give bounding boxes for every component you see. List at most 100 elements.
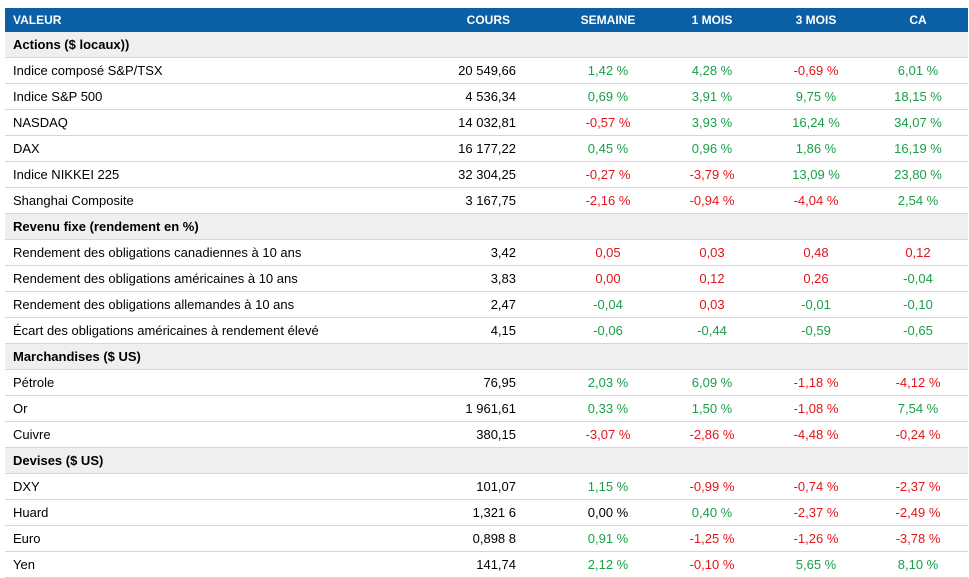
cell-value: -3,79 % xyxy=(660,161,764,188)
cell-value: -0,59 xyxy=(764,317,868,344)
cell-value: 3 167,75 xyxy=(405,187,556,214)
data-row: Indice S&P 500 4 536,34 0,69 % 3,91 % 9,75 %… xyxy=(5,83,968,110)
cell-value: 0,45 % xyxy=(556,135,660,162)
row-label: DAX xyxy=(5,135,405,162)
row-label: Yen xyxy=(5,551,405,578)
cell-value: 1 961,61 xyxy=(405,395,556,422)
cell-value: 1,86 % xyxy=(764,135,868,162)
row-label: Rendement des obligations allemandes à 1… xyxy=(5,291,405,318)
row-label: Indice NIKKEI 225 xyxy=(5,161,405,188)
cell-value: 16,19 % xyxy=(868,135,968,162)
cell-value: 0,26 xyxy=(764,265,868,292)
row-label: Cuivre xyxy=(5,421,405,448)
cell-value: -0,06 xyxy=(556,317,660,344)
cell-value: 3,42 xyxy=(405,239,556,266)
cell-value: -3,07 % xyxy=(556,421,660,448)
cell-value: 3,83 xyxy=(405,265,556,292)
column-header: COURS xyxy=(405,8,556,32)
cell-value: -0,04 xyxy=(556,291,660,318)
data-row: Huard 1,321 6 0,00 % 0,40 % -2,37 % -2,49 % xyxy=(5,499,968,526)
cell-value: 34,07 % xyxy=(868,109,968,136)
data-row: DAX 16 177,22 0,45 % 0,96 % 1,86 % 16,19 % xyxy=(5,135,968,162)
cell-value: -1,25 % xyxy=(660,525,764,552)
row-label: Rendement des obligations canadiennes à … xyxy=(5,239,405,266)
cell-value: -2,49 % xyxy=(868,499,968,526)
cell-value: 141,74 xyxy=(405,551,556,578)
section-row: Devises ($ US) xyxy=(5,447,968,474)
column-header: 1 MOIS xyxy=(660,8,764,32)
cell-value: -0,99 % xyxy=(660,473,764,500)
cell-value: 2,54 % xyxy=(868,187,968,214)
cell-value: -1,18 % xyxy=(764,369,868,396)
cell-value: -1,08 % xyxy=(764,395,868,422)
row-label: Euro xyxy=(5,525,405,552)
cell-value: 0,91 % xyxy=(556,525,660,552)
row-label: DXY xyxy=(5,473,405,500)
cell-value: 8,10 % xyxy=(868,551,968,578)
cell-value: -4,04 % xyxy=(764,187,868,214)
cell-value: 6,09 % xyxy=(660,369,764,396)
cell-value: -2,86 % xyxy=(660,421,764,448)
row-label: Rendement des obligations américaines à … xyxy=(5,265,405,292)
data-row: Or 1 961,61 0,33 % 1,50 % -1,08 % 7,54 % xyxy=(5,395,968,422)
cell-value: 0,40 % xyxy=(660,499,764,526)
cell-value: 2,12 % xyxy=(556,551,660,578)
table-body: Actions ($ locaux)) Indice composé S&P/TS… xyxy=(5,32,968,578)
section-title: Revenu fixe (rendement en %) xyxy=(5,213,968,240)
cell-value: 7,54 % xyxy=(868,395,968,422)
cell-value: -0,65 xyxy=(868,317,968,344)
market-table: VALEUR COURS SEMAINE 1 MOIS 3 MOIS CA Actions… xyxy=(5,8,968,578)
data-row: Rendement des obligations canadiennes à … xyxy=(5,239,968,266)
cell-value: -2,37 % xyxy=(868,473,968,500)
section-row: Actions ($ locaux)) xyxy=(5,32,968,58)
cell-value: 4,15 xyxy=(405,317,556,344)
cell-value: 4,28 % xyxy=(660,57,764,84)
data-row: NASDAQ 14 032,81 -0,57 % 3,93 % 16,24 % 34,07… xyxy=(5,109,968,136)
row-label: Or xyxy=(5,395,405,422)
data-row: Écart des obligations américaines à rend… xyxy=(5,317,968,344)
data-row: Euro 0,898 8 0,91 % -1,25 % -1,26 % -3,78 % xyxy=(5,525,968,552)
cell-value: 4 536,34 xyxy=(405,83,556,110)
cell-value: 0,898 8 xyxy=(405,525,556,552)
data-row: Rendement des obligations allemandes à 1… xyxy=(5,291,968,318)
cell-value: 2,47 xyxy=(405,291,556,318)
data-row: DXY 101,07 1,15 % -0,99 % -0,74 % -2,37 % xyxy=(5,473,968,500)
cell-value: -2,16 % xyxy=(556,187,660,214)
cell-value: 3,91 % xyxy=(660,83,764,110)
row-label: Indice S&P 500 xyxy=(5,83,405,110)
cell-value: 0,69 % xyxy=(556,83,660,110)
data-row: Pétrole 76,95 2,03 % 6,09 % -1,18 % -4,12 % xyxy=(5,369,968,396)
column-header: VALEUR xyxy=(5,8,405,32)
data-row: Yen 141,74 2,12 % -0,10 % 5,65 % 8,10 % xyxy=(5,551,968,578)
cell-value: 0,03 xyxy=(660,291,764,318)
cell-value: 101,07 xyxy=(405,473,556,500)
cell-value: -0,10 xyxy=(868,291,968,318)
cell-value: -0,04 xyxy=(868,265,968,292)
row-label: Huard xyxy=(5,499,405,526)
row-label: Shanghai Composite xyxy=(5,187,405,214)
cell-value: 3,93 % xyxy=(660,109,764,136)
cell-value: -4,12 % xyxy=(868,369,968,396)
cell-value: 1,15 % xyxy=(556,473,660,500)
data-row: Indice NIKKEI 225 32 304,25 -0,27 % -3,79 %… xyxy=(5,161,968,188)
cell-value: 0,03 xyxy=(660,239,764,266)
cell-value: 20 549,66 xyxy=(405,57,556,84)
cell-value: 1,42 % xyxy=(556,57,660,84)
cell-value: -0,94 % xyxy=(660,187,764,214)
row-label: Pétrole xyxy=(5,369,405,396)
data-row: Indice composé S&P/TSX 20 549,66 1,42 % 4,2… xyxy=(5,57,968,84)
cell-value: 380,15 xyxy=(405,421,556,448)
cell-value: 16,24 % xyxy=(764,109,868,136)
cell-value: 0,48 xyxy=(764,239,868,266)
cell-value: 18,15 % xyxy=(868,83,968,110)
cell-value: -1,26 % xyxy=(764,525,868,552)
cell-value: 32 304,25 xyxy=(405,161,556,188)
row-label: Écart des obligations américaines à rend… xyxy=(5,317,405,344)
cell-value: 13,09 % xyxy=(764,161,868,188)
cell-value: -0,01 xyxy=(764,291,868,318)
cell-value: 0,96 % xyxy=(660,135,764,162)
cell-value: -0,69 % xyxy=(764,57,868,84)
cell-value: 76,95 xyxy=(405,369,556,396)
section-title: Actions ($ locaux)) xyxy=(5,32,968,58)
